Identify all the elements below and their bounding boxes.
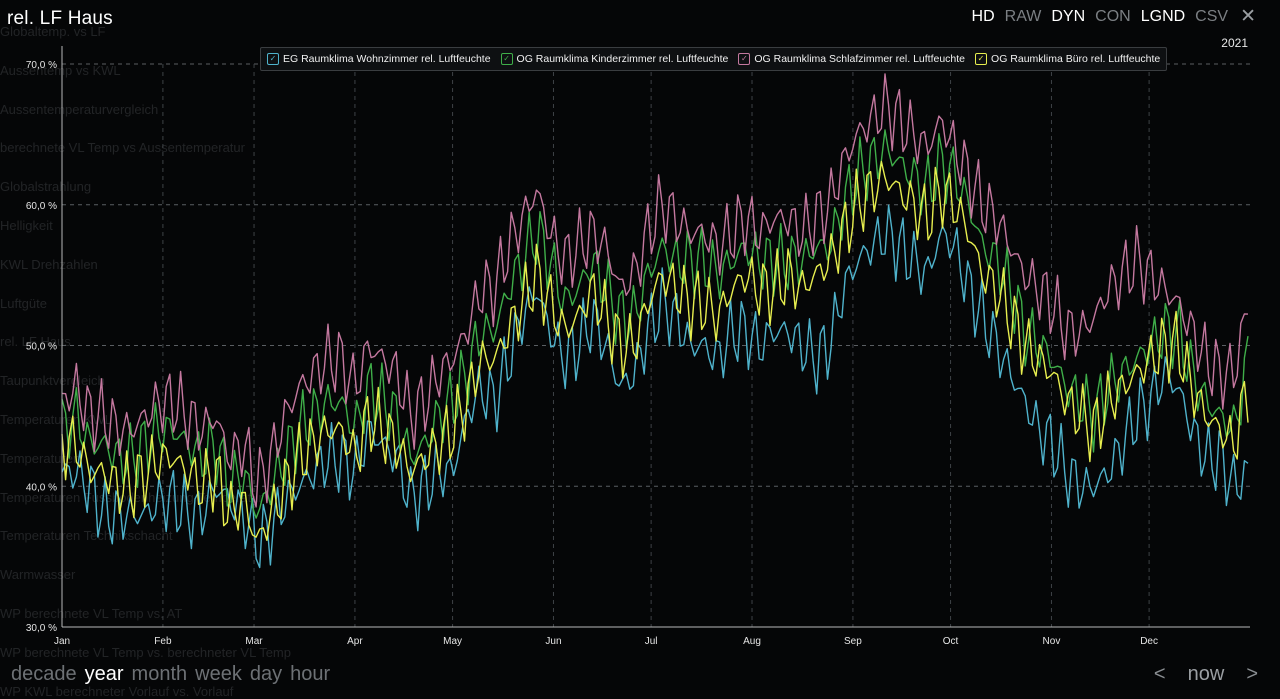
series-line	[61, 160, 1249, 541]
x-tick-label: Nov	[1043, 636, 1061, 647]
range-day-button[interactable]: day	[249, 663, 283, 685]
y-tick-label: 60,0 %	[26, 201, 57, 212]
mode-dyn-button[interactable]: DYN	[1051, 8, 1086, 25]
x-tick-label: Feb	[154, 636, 172, 647]
x-tick-label: Aug	[743, 636, 761, 647]
range-week-button[interactable]: week	[195, 663, 242, 685]
chart-series	[61, 73, 1249, 569]
mode-toolbar: HD RAW DYN CON LGND CSV ✕	[971, 6, 1256, 27]
x-tick-label: Mar	[245, 636, 263, 647]
legend-item-schlafzimmer[interactable]: ✓ OG Raumklima Schlafzimmer rel. Luftfeu…	[738, 53, 965, 65]
x-tick-label: Apr	[347, 636, 363, 647]
mode-raw-button[interactable]: RAW	[1004, 8, 1042, 25]
mode-csv-button[interactable]: CSV	[1195, 8, 1229, 25]
range-year-button[interactable]: year	[84, 663, 124, 685]
chart-legend: ✓ EG Raumklima Wohnzimmer rel. Luftfeuch…	[260, 47, 1168, 71]
checkbox-checked-icon[interactable]: ✓	[738, 53, 751, 65]
close-icon[interactable]: ✕	[1240, 6, 1256, 27]
year-label: 2021	[1221, 36, 1248, 50]
x-tick-label: Jul	[645, 636, 658, 647]
legend-item-wohnzimmer[interactable]: ✓ EG Raumklima Wohnzimmer rel. Luftfeuch…	[267, 53, 491, 65]
mode-hd-button[interactable]: HD	[971, 8, 995, 25]
chart-grid	[62, 63, 1250, 627]
time-range-selector: decade year month week day hour	[11, 663, 330, 686]
legend-label: OG Raumklima Kinderzimmer rel. Luftfeuch…	[516, 53, 729, 65]
legend-label: OG Raumklima Schlafzimmer rel. Luftfeuch…	[754, 53, 966, 65]
legend-item-kinderzimmer[interactable]: ✓ OG Raumklima Kinderzimmer rel. Luftfeu…	[500, 53, 729, 65]
x-tick-label: May	[443, 636, 462, 647]
x-tick-label: Jan	[54, 636, 70, 647]
mode-lgnd-button[interactable]: LGND	[1140, 8, 1186, 25]
legend-label: OG Raumklima Büro rel. Luftfeuchte	[991, 53, 1161, 65]
y-tick-label: 30,0 %	[26, 623, 57, 634]
x-tick-label: Dec	[1140, 636, 1158, 647]
x-tick-label: Sep	[844, 636, 862, 647]
y-tick-label: 50,0 %	[26, 342, 57, 353]
series-line	[61, 73, 1249, 508]
chart-title: rel. LF Haus	[7, 8, 113, 29]
checkbox-checked-icon[interactable]: ✓	[500, 53, 513, 65]
y-tick-label: 70,0 %	[26, 60, 57, 71]
range-month-button[interactable]: month	[131, 663, 188, 685]
legend-item-buero[interactable]: ✓ OG Raumklima Büro rel. Luftfeuchte	[975, 53, 1160, 65]
series-line	[61, 204, 1249, 569]
range-decade-button[interactable]: decade	[11, 663, 77, 685]
range-hour-button[interactable]: hour	[290, 663, 331, 685]
x-tick-label: Jun	[545, 636, 561, 647]
checkbox-checked-icon[interactable]: ✓	[267, 53, 279, 65]
chevron-right-icon[interactable]: >	[1246, 663, 1258, 685]
chart-axes: 30,0 % 40,0 % 50,0 % 60,0 % 70,0 % Jan Feb Mar A…	[26, 46, 1250, 647]
x-tick-label: Oct	[943, 636, 959, 647]
now-button[interactable]: now	[1187, 663, 1225, 685]
chevron-left-icon[interactable]: <	[1153, 663, 1166, 685]
pager: < now >	[1154, 663, 1258, 686]
legend-label: EG Raumklima Wohnzimmer rel. Luftfeuchte	[283, 53, 491, 65]
series-line	[61, 129, 1249, 519]
checkbox-checked-icon[interactable]: ✓	[975, 53, 988, 65]
y-tick-label: 40,0 %	[26, 482, 57, 493]
mode-con-button[interactable]: CON	[1095, 8, 1131, 25]
